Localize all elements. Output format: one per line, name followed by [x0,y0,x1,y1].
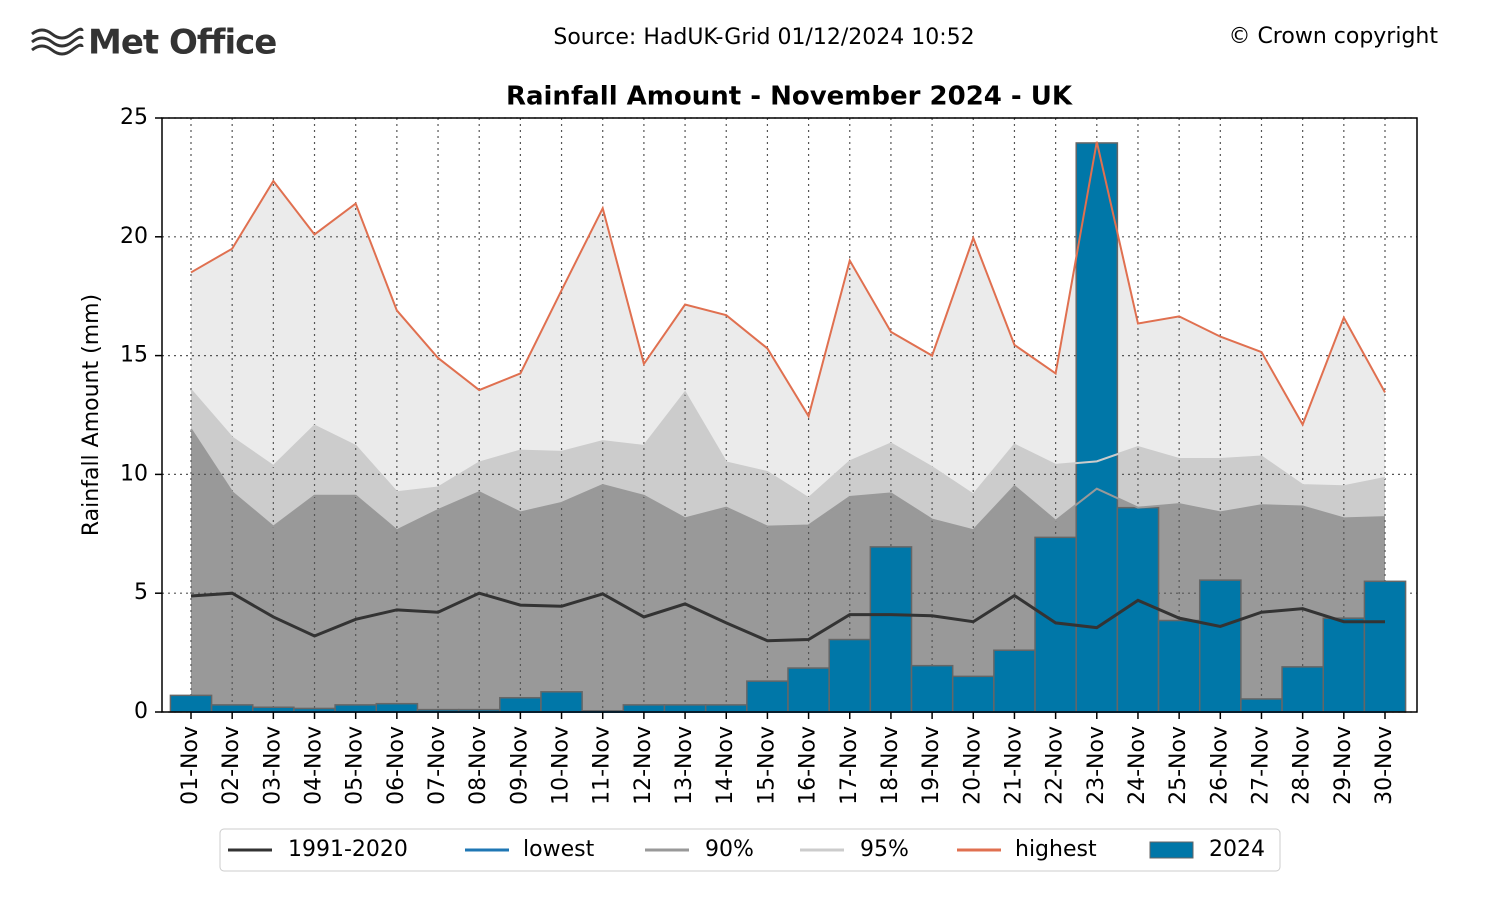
x-tick-label: 30-Nov [1372,726,1397,805]
legend-label: 1991-2020 [288,837,408,862]
bar [1240,698,1283,713]
x-tick-label: 08-Nov [466,726,491,805]
x-tick-label: 01-Nov [178,726,203,805]
legend-label: highest [1015,837,1097,862]
bar [169,694,213,713]
bar [622,704,666,713]
bar [499,696,542,713]
plot-frame [161,117,1418,713]
legend-swatch [1149,841,1194,859]
x-tick-label: 05-Nov [343,726,368,805]
bar [910,664,954,713]
line [190,389,1386,500]
legend: 1991-2020 lowest 90% 95% highest 2024 [228,837,1265,862]
bar [828,638,872,713]
bar [1281,666,1324,713]
bar [1363,580,1407,713]
legend-box [219,828,1281,872]
x-tick-label: 22-Nov [1043,726,1068,805]
source: Source: HadUK-Grid 01/12/2024 10:52 [553,25,974,50]
x-tick-label: 21-Nov [1001,726,1026,805]
bar [787,667,830,713]
x-tick-label: 16-Nov [796,726,821,805]
x-tick-label: 28-Nov [1290,726,1315,805]
x-tick-label: 14-Nov [713,726,738,805]
band-fill [191,141,1385,499]
x-tick-label: 15-Nov [754,726,779,805]
x-tick-label: 20-Nov [960,726,985,805]
bar [334,704,378,713]
x-tick-label: 23-Nov [1084,726,1109,805]
bar [746,680,789,713]
x-tick-label: 29-Nov [1331,726,1356,805]
bar [540,691,583,713]
legend-label: 95% [860,837,909,862]
legend-label: lowest [523,837,595,862]
x-tick-label: 03-Nov [260,726,285,805]
y-tick-label: 15 [120,343,148,368]
bar [1322,617,1366,713]
x-tick-label: 24-Nov [1125,726,1150,805]
x-tick-label: 06-Nov [384,726,409,805]
x-tick-label: 17-Nov [837,726,862,805]
legend-label: 2024 [1209,837,1265,862]
bar [1198,579,1242,713]
x-tick-label: 11-Nov [590,726,615,805]
legend-label: 90% [705,837,754,862]
y-tick-label: 10 [120,461,148,486]
copyright: © Crown copyright [1228,24,1438,49]
line [190,428,1386,532]
x-tick-label: 07-Nov [425,726,450,805]
bar [210,704,254,713]
x-tick-label: 26-Nov [1207,726,1232,805]
x-tick-label: 04-Nov [302,726,327,805]
bar [951,675,995,713]
bar [663,704,707,713]
y-tick-label: 5 [134,580,148,605]
x-tick-label: 27-Nov [1248,726,1273,805]
x-tick-label: 18-Nov [878,726,903,805]
y-tick-label: 0 [134,699,148,724]
x-tick-label: 13-Nov [672,726,697,805]
axes: 0 5 10 15 20 25 01-Nov 02-Nov 03-Nov 04-Nov 05-Nov… [120,105,1397,805]
logo-icon [31,27,84,56]
bar [993,649,1036,713]
bar [869,546,913,713]
line [190,591,1385,643]
line [190,141,1386,427]
x-tick-label: 19-Nov [919,726,944,805]
bar [1157,619,1201,713]
logo-text: Met Office [88,23,276,63]
bar [375,702,419,713]
x-tick-label: 10-Nov [549,726,574,805]
y-tick-label: 25 [120,105,148,130]
chart-title: Rainfall Amount - November 2024 - UK [506,82,1073,112]
bar [704,704,748,713]
x-tick-label: 12-Nov [631,726,656,805]
x-tick-label: 25-Nov [1166,726,1191,805]
y-axis-label: Rainfall Amount (mm) [79,294,104,536]
x-tick-label: 02-Nov [219,726,244,805]
y-tick-label: 20 [120,224,148,249]
x-tick-label: 09-Nov [507,726,532,805]
